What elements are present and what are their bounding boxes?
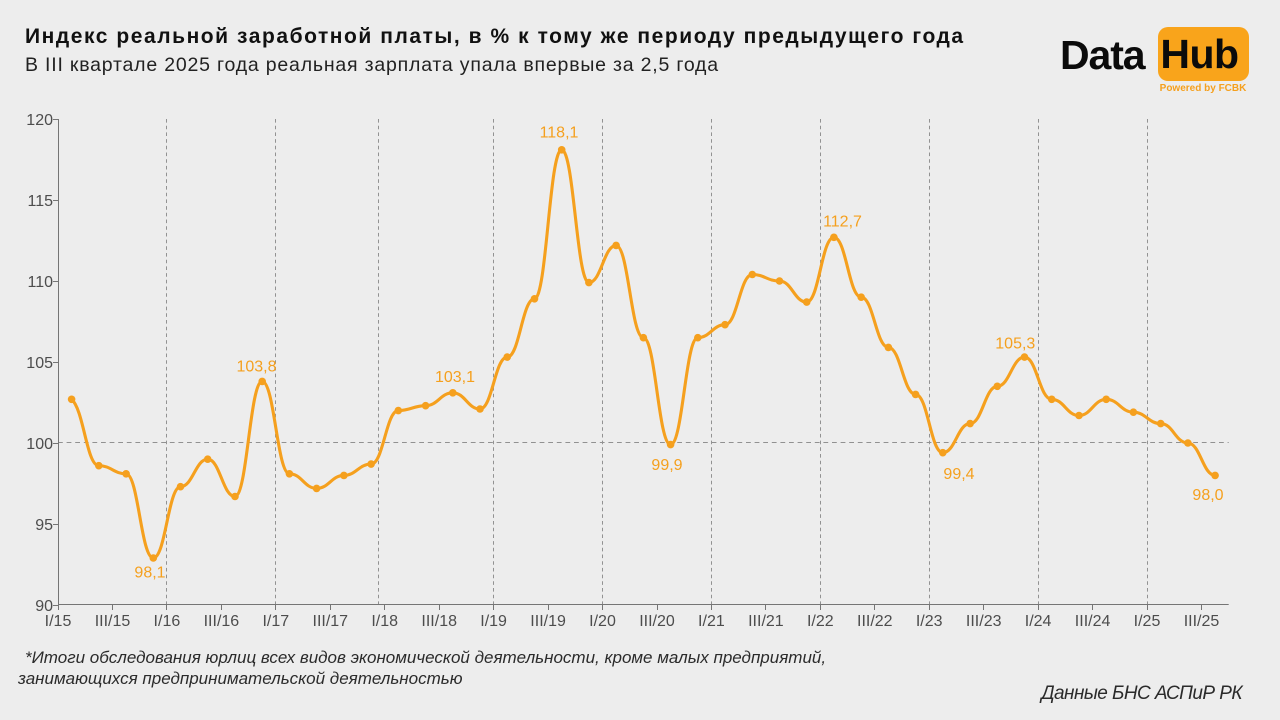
svg-text:I/25: I/25 <box>1134 613 1161 630</box>
svg-text:90: 90 <box>35 598 53 615</box>
svg-text:I/24: I/24 <box>1025 613 1052 630</box>
svg-text:99,4: 99,4 <box>943 466 974 483</box>
svg-text:I/16: I/16 <box>154 613 181 630</box>
svg-text:98,0: 98,0 <box>1192 487 1223 504</box>
svg-text:118,1: 118,1 <box>540 125 579 142</box>
svg-text:110: 110 <box>27 274 53 291</box>
svg-text:III/19: III/19 <box>530 613 566 630</box>
svg-text:120: 120 <box>26 112 53 129</box>
svg-text:I/22: I/22 <box>807 613 834 630</box>
svg-text:III/18: III/18 <box>421 613 457 630</box>
svg-text:103,8: 103,8 <box>236 359 276 376</box>
svg-text:I/19: I/19 <box>480 613 507 630</box>
svg-text:I/23: I/23 <box>916 613 943 630</box>
svg-text:105: 105 <box>26 355 53 372</box>
svg-text:I/18: I/18 <box>371 613 398 630</box>
svg-text:I/20: I/20 <box>589 613 616 630</box>
svg-text:105,3: 105,3 <box>995 336 1035 353</box>
svg-text:III/20: III/20 <box>639 613 675 630</box>
svg-text:98,1: 98,1 <box>134 565 165 582</box>
svg-text:III/17: III/17 <box>313 613 349 630</box>
svg-text:99,9: 99,9 <box>651 457 682 474</box>
svg-text:112,7: 112,7 <box>823 214 862 231</box>
svg-text:III/23: III/23 <box>966 613 1002 630</box>
svg-text:III/22: III/22 <box>857 613 893 630</box>
svg-text:100: 100 <box>26 436 53 453</box>
svg-text:103,1: 103,1 <box>435 369 475 386</box>
svg-text:95: 95 <box>35 517 53 534</box>
svg-text:115: 115 <box>27 193 53 210</box>
svg-text:III/25: III/25 <box>1184 613 1220 630</box>
svg-text:I/17: I/17 <box>262 613 289 630</box>
svg-text:III/16: III/16 <box>204 613 240 630</box>
svg-text:I/21: I/21 <box>698 613 725 630</box>
svg-text:I/15: I/15 <box>45 613 72 630</box>
svg-text:III/24: III/24 <box>1075 613 1111 630</box>
svg-text:III/15: III/15 <box>95 613 131 630</box>
svg-text:III/21: III/21 <box>748 613 784 630</box>
